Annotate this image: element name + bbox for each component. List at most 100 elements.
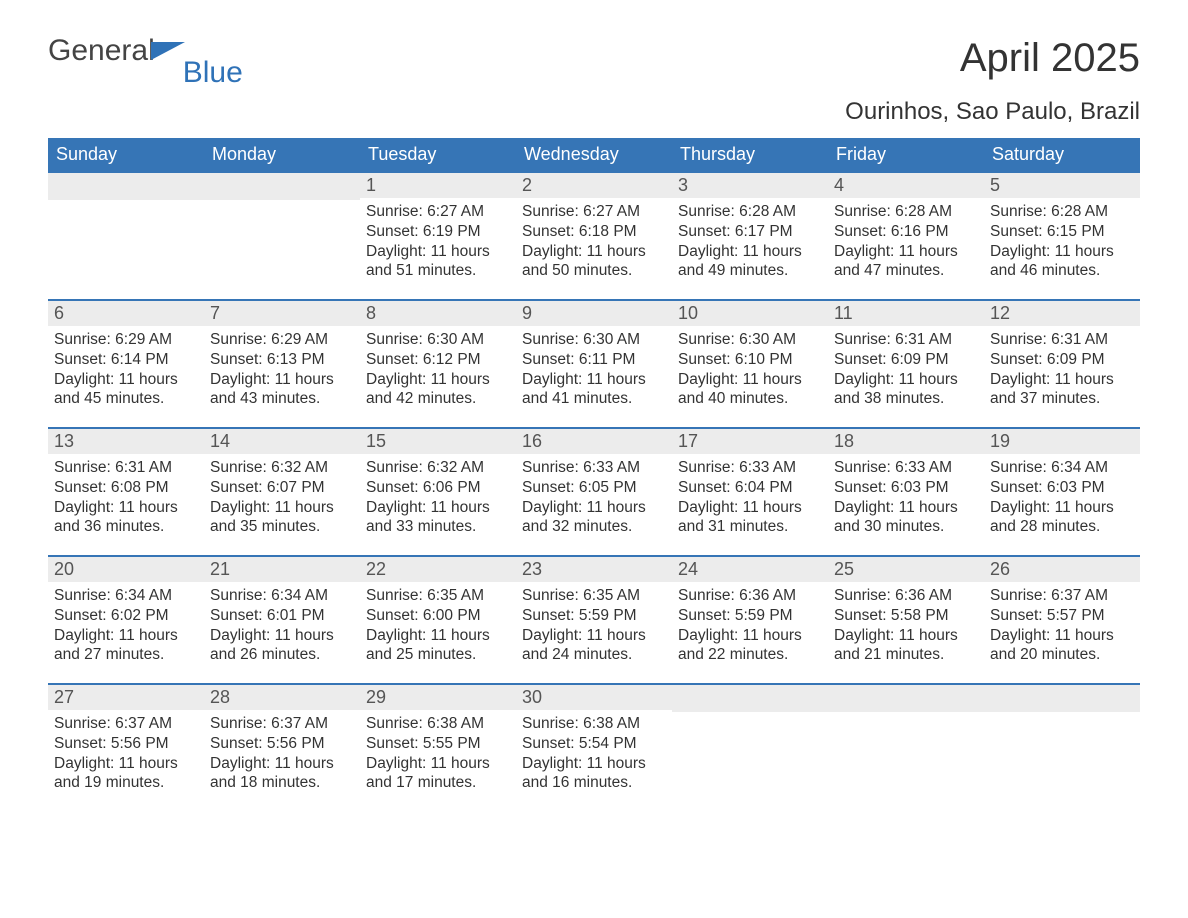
day-number: 15	[360, 429, 516, 454]
sunrise-line: Sunrise: 6:37 AM	[54, 714, 198, 734]
day-details: Sunrise: 6:28 AMSunset: 6:17 PMDaylight:…	[672, 198, 828, 291]
day-number: 1	[360, 173, 516, 198]
calendar-day-cell: 18Sunrise: 6:33 AMSunset: 6:03 PMDayligh…	[828, 428, 984, 556]
day-details: Sunrise: 6:35 AMSunset: 6:00 PMDaylight:…	[360, 582, 516, 675]
page-title: April 2025	[845, 36, 1140, 80]
sunrise-line: Sunrise: 6:28 AM	[678, 202, 822, 222]
daylight-line: Daylight: 11 hours and 25 minutes.	[366, 626, 510, 666]
calendar-day-cell: 3Sunrise: 6:28 AMSunset: 6:17 PMDaylight…	[672, 172, 828, 300]
day-details: Sunrise: 6:29 AMSunset: 6:14 PMDaylight:…	[48, 326, 204, 419]
sunset-line: Sunset: 6:03 PM	[990, 478, 1134, 498]
day-number: 17	[672, 429, 828, 454]
day-details: Sunrise: 6:27 AMSunset: 6:18 PMDaylight:…	[516, 198, 672, 291]
calendar-table: SundayMondayTuesdayWednesdayThursdayFrid…	[48, 138, 1140, 812]
day-details: Sunrise: 6:33 AMSunset: 6:03 PMDaylight:…	[828, 454, 984, 547]
day-number: 22	[360, 557, 516, 582]
calendar-day-cell: 24Sunrise: 6:36 AMSunset: 5:59 PMDayligh…	[672, 556, 828, 684]
weekday-header-row: SundayMondayTuesdayWednesdayThursdayFrid…	[48, 138, 1140, 172]
day-number: 18	[828, 429, 984, 454]
day-number: 14	[204, 429, 360, 454]
day-number: 27	[48, 685, 204, 710]
day-number: 20	[48, 557, 204, 582]
calendar-day-cell: 21Sunrise: 6:34 AMSunset: 6:01 PMDayligh…	[204, 556, 360, 684]
empty-day-number	[204, 173, 360, 200]
calendar-day-cell: 11Sunrise: 6:31 AMSunset: 6:09 PMDayligh…	[828, 300, 984, 428]
day-details: Sunrise: 6:37 AMSunset: 5:56 PMDaylight:…	[204, 710, 360, 803]
calendar-day-cell: 17Sunrise: 6:33 AMSunset: 6:04 PMDayligh…	[672, 428, 828, 556]
day-details: Sunrise: 6:31 AMSunset: 6:09 PMDaylight:…	[984, 326, 1140, 419]
sunrise-line: Sunrise: 6:28 AM	[990, 202, 1134, 222]
day-number: 8	[360, 301, 516, 326]
day-number: 9	[516, 301, 672, 326]
sunset-line: Sunset: 6:00 PM	[366, 606, 510, 626]
calendar-day-cell	[672, 684, 828, 812]
day-number: 5	[984, 173, 1140, 198]
daylight-line: Daylight: 11 hours and 19 minutes.	[54, 754, 198, 794]
calendar-day-cell: 19Sunrise: 6:34 AMSunset: 6:03 PMDayligh…	[984, 428, 1140, 556]
sunrise-line: Sunrise: 6:34 AM	[54, 586, 198, 606]
calendar-day-cell: 30Sunrise: 6:38 AMSunset: 5:54 PMDayligh…	[516, 684, 672, 812]
sunset-line: Sunset: 6:10 PM	[678, 350, 822, 370]
sunrise-line: Sunrise: 6:30 AM	[522, 330, 666, 350]
daylight-line: Daylight: 11 hours and 49 minutes.	[678, 242, 822, 282]
header-bar: General Blue April 2025 Ourinhos, Sao Pa…	[48, 36, 1140, 126]
daylight-line: Daylight: 11 hours and 42 minutes.	[366, 370, 510, 410]
daylight-line: Daylight: 11 hours and 31 minutes.	[678, 498, 822, 538]
weekday-header: Wednesday	[516, 138, 672, 172]
day-details: Sunrise: 6:31 AMSunset: 6:09 PMDaylight:…	[828, 326, 984, 419]
daylight-line: Daylight: 11 hours and 36 minutes.	[54, 498, 198, 538]
sunrise-line: Sunrise: 6:34 AM	[210, 586, 354, 606]
day-details: Sunrise: 6:37 AMSunset: 5:57 PMDaylight:…	[984, 582, 1140, 675]
empty-day-number	[828, 685, 984, 712]
sunset-line: Sunset: 6:07 PM	[210, 478, 354, 498]
daylight-line: Daylight: 11 hours and 47 minutes.	[834, 242, 978, 282]
daylight-line: Daylight: 11 hours and 26 minutes.	[210, 626, 354, 666]
day-details: Sunrise: 6:36 AMSunset: 5:59 PMDaylight:…	[672, 582, 828, 675]
daylight-line: Daylight: 11 hours and 38 minutes.	[834, 370, 978, 410]
day-number: 29	[360, 685, 516, 710]
day-details: Sunrise: 6:34 AMSunset: 6:01 PMDaylight:…	[204, 582, 360, 675]
daylight-line: Daylight: 11 hours and 46 minutes.	[990, 242, 1134, 282]
sunset-line: Sunset: 6:11 PM	[522, 350, 666, 370]
daylight-line: Daylight: 11 hours and 32 minutes.	[522, 498, 666, 538]
daylight-line: Daylight: 11 hours and 30 minutes.	[834, 498, 978, 538]
day-details: Sunrise: 6:30 AMSunset: 6:12 PMDaylight:…	[360, 326, 516, 419]
day-number: 11	[828, 301, 984, 326]
sunset-line: Sunset: 6:03 PM	[834, 478, 978, 498]
calendar-day-cell	[984, 684, 1140, 812]
day-number: 26	[984, 557, 1140, 582]
sunset-line: Sunset: 5:55 PM	[366, 734, 510, 754]
sunset-line: Sunset: 6:08 PM	[54, 478, 198, 498]
sunrise-line: Sunrise: 6:33 AM	[678, 458, 822, 478]
day-details: Sunrise: 6:32 AMSunset: 6:07 PMDaylight:…	[204, 454, 360, 547]
daylight-line: Daylight: 11 hours and 33 minutes.	[366, 498, 510, 538]
empty-day-number	[984, 685, 1140, 712]
day-number: 2	[516, 173, 672, 198]
day-number: 4	[828, 173, 984, 198]
sunset-line: Sunset: 5:56 PM	[54, 734, 198, 754]
calendar-day-cell: 9 Sunrise: 6:30 AMSunset: 6:11 PMDaylight…	[516, 300, 672, 428]
calendar-day-cell: 8Sunrise: 6:30 AMSunset: 6:12 PMDaylight…	[360, 300, 516, 428]
sunrise-line: Sunrise: 6:35 AM	[522, 586, 666, 606]
sunset-line: Sunset: 6:13 PM	[210, 350, 354, 370]
day-details: Sunrise: 6:36 AMSunset: 5:58 PMDaylight:…	[828, 582, 984, 675]
sunset-line: Sunset: 5:59 PM	[522, 606, 666, 626]
daylight-line: Daylight: 11 hours and 18 minutes.	[210, 754, 354, 794]
calendar-day-cell: 26Sunrise: 6:37 AMSunset: 5:57 PMDayligh…	[984, 556, 1140, 684]
day-details: Sunrise: 6:29 AMSunset: 6:13 PMDaylight:…	[204, 326, 360, 419]
sunset-line: Sunset: 6:16 PM	[834, 222, 978, 242]
sunset-line: Sunset: 6:02 PM	[54, 606, 198, 626]
day-number: 30	[516, 685, 672, 710]
sunset-line: Sunset: 6:09 PM	[834, 350, 978, 370]
daylight-line: Daylight: 11 hours and 41 minutes.	[522, 370, 666, 410]
day-number: 16	[516, 429, 672, 454]
calendar-day-cell: 16Sunrise: 6:33 AMSunset: 6:05 PMDayligh…	[516, 428, 672, 556]
daylight-line: Daylight: 11 hours and 51 minutes.	[366, 242, 510, 282]
sunset-line: Sunset: 5:54 PM	[522, 734, 666, 754]
day-number: 21	[204, 557, 360, 582]
day-details: Sunrise: 6:38 AMSunset: 5:55 PMDaylight:…	[360, 710, 516, 803]
sunset-line: Sunset: 6:14 PM	[54, 350, 198, 370]
sunrise-line: Sunrise: 6:27 AM	[366, 202, 510, 222]
sunset-line: Sunset: 5:57 PM	[990, 606, 1134, 626]
sunrise-line: Sunrise: 6:32 AM	[366, 458, 510, 478]
